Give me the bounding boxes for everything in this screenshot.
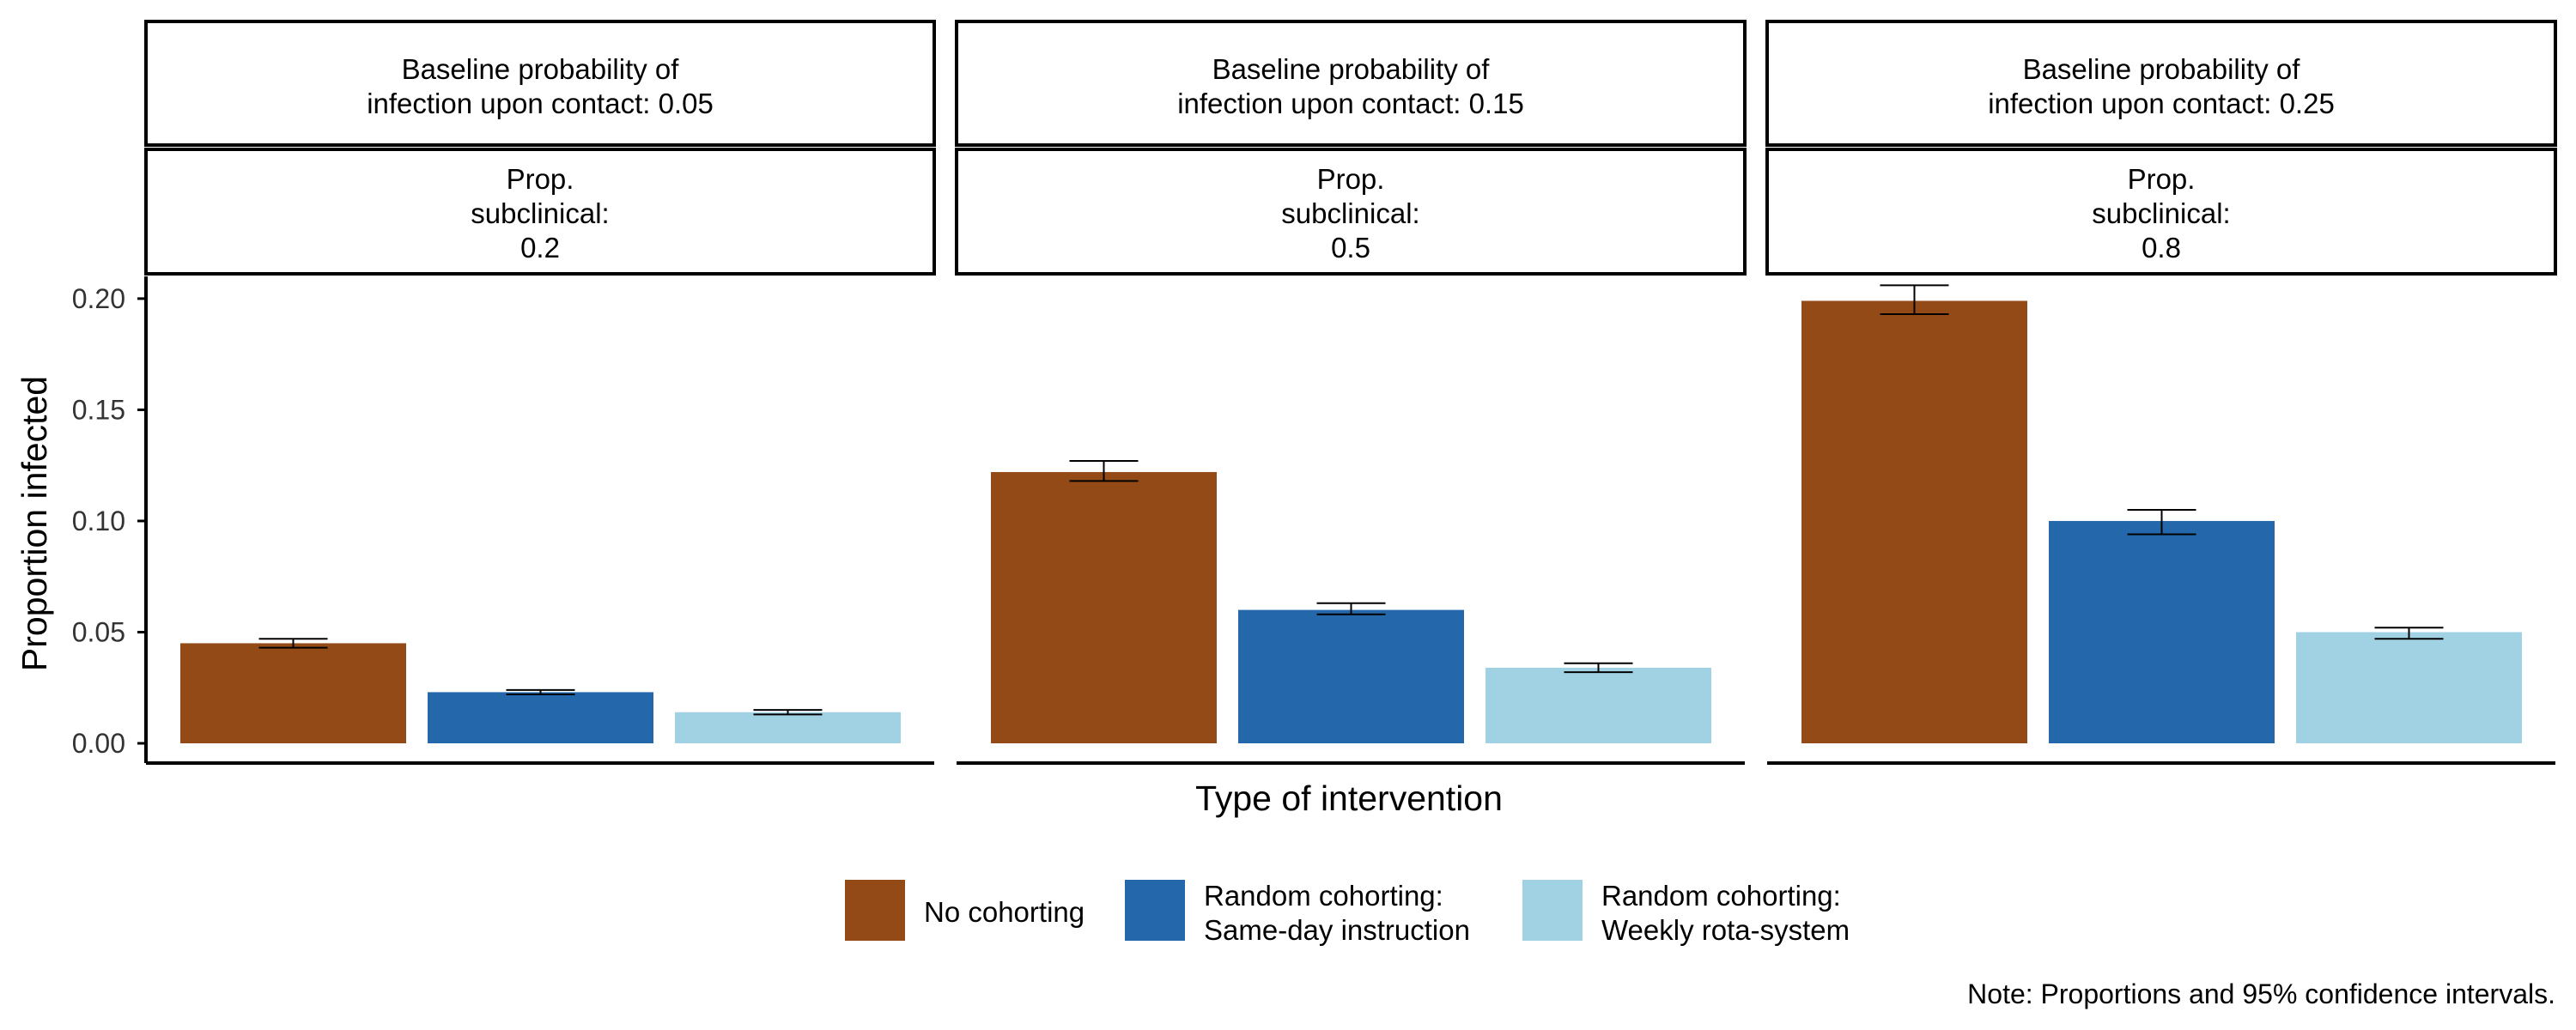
legend-label: Random cohorting: (1601, 880, 1841, 912)
y-tick-label: 0.20 (72, 283, 125, 314)
y-tick-label: 0.10 (72, 506, 125, 536)
facet-strip-top (1765, 20, 2557, 147)
facet-strip-bottom (1765, 148, 2557, 276)
facet-strip-top (955, 20, 1747, 147)
bar (180, 643, 406, 743)
error-bar (1316, 602, 1386, 615)
legend-item: No cohorting (845, 880, 1084, 941)
facet-strip-label: subclinical: (2092, 197, 2230, 229)
facet-strip-label: Prop. (507, 163, 574, 195)
legend-item: Random cohorting:Weekly rota-system (1522, 880, 1850, 946)
facet-strip-label: infection upon contact: 0.15 (1177, 88, 1524, 119)
facet-strip-label: subclinical: (471, 197, 609, 229)
facet-strip-top (144, 20, 936, 147)
facet-strip-label: 0.2 (520, 232, 560, 264)
error-bar (1564, 662, 1633, 674)
facet-strip-label: 0.8 (2142, 232, 2181, 264)
bar (2296, 632, 2522, 743)
bar (428, 692, 653, 743)
legend-label: No cohorting (924, 896, 1084, 928)
error-bar (2127, 509, 2196, 536)
error-bar (506, 688, 575, 696)
x-axis-title: Type of intervention (1195, 779, 1503, 818)
error-bar (1880, 284, 1949, 316)
facet-strip-bottom (144, 148, 936, 276)
y-tick-label: 0.00 (72, 728, 125, 759)
bar (991, 471, 1217, 743)
bar (1485, 667, 1711, 743)
facet-strip-bottom (955, 148, 1747, 276)
y-axis-title: Proportion infected (15, 376, 54, 671)
error-bar (1069, 460, 1139, 482)
facet-strip-label: Baseline probability of (1212, 53, 1491, 85)
y-axis: 0.00 0.05 0.10 0.15 0.20 (72, 276, 148, 763)
facet-strip-label: 0.5 (1331, 232, 1370, 264)
legend-label: Weekly rota-system (1601, 914, 1850, 946)
y-tick-label: 0.15 (72, 394, 125, 425)
bar (1801, 300, 2027, 743)
legend-swatch (1522, 880, 1583, 941)
facet-strip-label: infection upon contact: 0.25 (1988, 88, 2335, 119)
facet-strip-label: Baseline probability of (402, 53, 680, 85)
legend-label: Same-day instruction (1204, 914, 1470, 946)
error-bar (258, 638, 328, 649)
legend-item: Random cohorting:Same-day instruction (1125, 880, 1470, 946)
bar (1238, 609, 1464, 743)
legend-swatch (845, 880, 905, 941)
facet-strip-label: subclinical: (1281, 197, 1419, 229)
legend-swatch (1125, 880, 1185, 941)
bar (675, 712, 901, 743)
error-bar (2374, 627, 2444, 640)
facet-strip-label: Baseline probability of (2023, 53, 2301, 85)
facet-strip-label: infection upon contact: 0.05 (367, 88, 714, 119)
error-bar (753, 709, 823, 716)
caption-note: Note: Proportions and 95% confidence int… (1967, 978, 2555, 1009)
bar (2049, 520, 2275, 743)
legend-label: Random cohorting: (1204, 880, 1443, 912)
facet-strip-label: Prop. (2128, 163, 2196, 195)
y-tick-label: 0.05 (72, 616, 125, 647)
facet-strip-label: Prop. (1317, 163, 1385, 195)
